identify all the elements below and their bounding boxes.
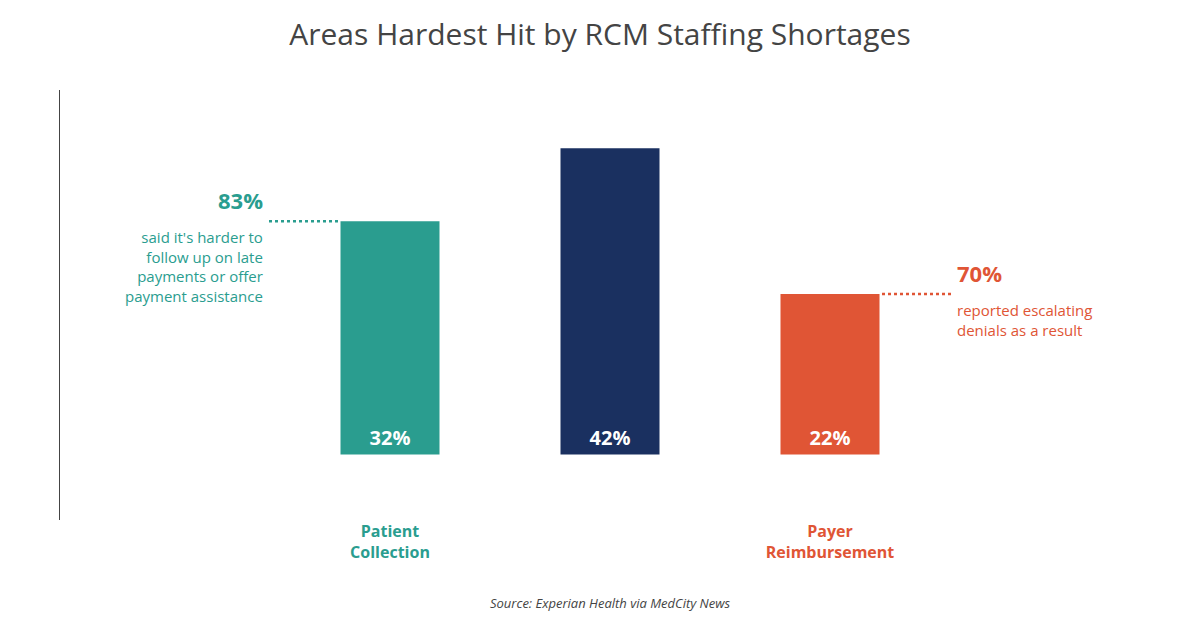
svg-text:22%: 22% [810, 424, 851, 451]
svg-text:Source: Experian Health via Me: Source: Experian Health via MedCity News [490, 594, 731, 612]
svg-text:83%: 83% [218, 185, 263, 215]
svg-text:70%: 70% [957, 258, 1002, 288]
svg-text:32%: 32% [370, 424, 411, 451]
svg-text:Areas Hardest Hit by RCM Staff: Areas Hardest Hit by RCM Staffing Shorta… [289, 13, 910, 54]
svg-text:reported escalatingdenials as: reported escalatingdenials as a result [957, 300, 1092, 340]
svg-text:said it's harder tofollow up o: said it's harder tofollow up on latepaym… [125, 227, 263, 306]
svg-text:42%: 42% [590, 424, 631, 451]
svg-text:PatientCollection: PatientCollection [350, 520, 430, 563]
svg-text:PayerReimbursement: PayerReimbursement [766, 520, 895, 563]
